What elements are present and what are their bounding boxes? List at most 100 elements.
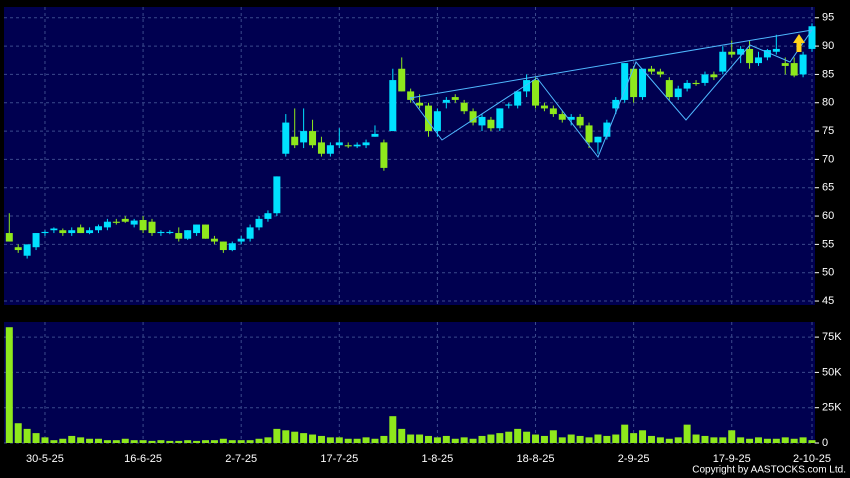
volume-bar [790,438,798,443]
candle-body [68,230,76,234]
volume-bar [496,433,504,443]
volume-bar [193,440,201,443]
candle-body [148,221,156,234]
candle-body [514,91,522,106]
volume-bar [540,435,548,443]
volume-bar [487,434,495,443]
candle-body [576,116,584,126]
volume-bar [50,440,58,443]
volume-bar [585,437,593,443]
candle-body [505,104,513,106]
volume-bar [478,435,486,443]
volume-bar [665,438,673,443]
candle-body [103,221,111,228]
volume-bar [737,437,745,443]
volume-bar [746,438,754,443]
volume-bar [291,431,299,443]
y-tick-label: 45 [822,295,834,307]
candle-body [353,144,361,147]
candle-body [94,226,102,231]
candle-body [523,80,531,92]
candle-body [41,231,49,234]
candle-body [630,68,638,98]
arrow-icon [793,34,805,52]
volume-bar [309,434,317,443]
candle-body [567,116,575,120]
candle-body [781,63,789,66]
volume-bar [5,327,13,443]
volume-bar [772,438,780,443]
candle-body [460,102,468,112]
volume-bar [567,434,575,443]
y-tick-label: 65 [822,182,834,194]
candle-body [808,26,816,49]
volume-bar [505,431,513,443]
candle-body [23,244,31,256]
trend-lines [409,29,813,158]
volume-bar [175,440,183,443]
x-tick-label: 16-6-25 [124,453,162,465]
volume-bar [433,437,441,443]
candle-body [255,218,263,228]
candle-body [59,230,67,234]
volume-bar [621,424,629,443]
candle-body [86,230,94,234]
volume-bar [656,437,664,443]
volume-bar [166,440,174,443]
marks-layer [5,23,816,443]
candle-body [166,231,174,234]
volume-bar [558,437,566,443]
candle-body [371,133,379,137]
candle-body [728,51,736,55]
candle-body [264,213,272,219]
volume-bar [549,430,557,443]
x-tick-label: 18-8-25 [517,453,555,465]
y-tick-label: 85 [822,68,834,80]
volume-bar [389,416,397,443]
volume-bar [754,437,762,443]
candle-body [130,220,138,225]
volume-bar [157,440,165,443]
volume-bar [603,435,611,443]
volume-bar [335,437,343,443]
volume-bar [273,428,281,443]
volume-bar [763,438,771,443]
candle-body [683,82,691,89]
y-tick-label: 80 [822,97,834,109]
candle-body [621,63,629,100]
y-tick-label: 75K [822,331,842,343]
y-tick-label: 60 [822,210,834,222]
x-tick-label: 30-5-25 [26,453,64,465]
x-tick-label: 17-7-25 [320,453,358,465]
volume-bar [282,430,290,443]
candle-body [112,221,120,223]
candle-body [326,145,334,154]
candle-body [282,122,290,154]
volume-bar [210,440,218,443]
volume-bar [237,440,245,443]
y-tick-label: 55 [822,238,834,250]
y-tick-label: 0 [822,437,828,449]
candle-body [647,68,655,72]
candle-body [389,80,397,132]
candle-body [344,145,352,147]
candle-body [121,218,129,222]
candle-body [335,142,343,146]
volume-bar [14,423,22,443]
volume-bar [94,438,102,443]
x-tick-label: 17-9-25 [713,453,751,465]
volume-bar [59,438,67,443]
candle-body [451,97,459,100]
candle-body [139,220,147,231]
candle-body [32,233,40,248]
candle-body [433,111,441,132]
y-tick-label: 70 [822,153,834,165]
candle-body [442,99,450,103]
candle-body [273,176,281,214]
grid-layer [4,7,815,444]
candle-body [692,82,700,85]
candle-body [237,238,245,242]
candle-body [380,142,388,168]
candle-body [799,54,807,75]
